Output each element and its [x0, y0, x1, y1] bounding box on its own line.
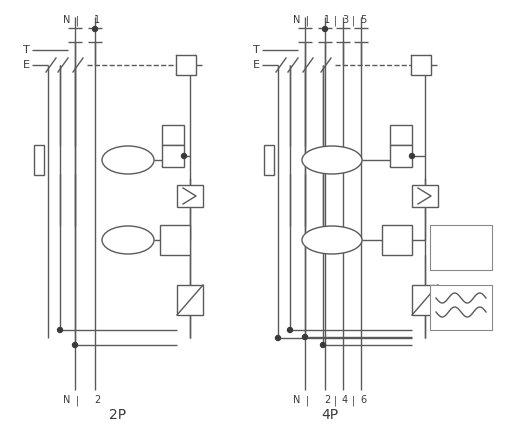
- Circle shape: [276, 336, 281, 340]
- Bar: [382, 225, 412, 255]
- Text: T: T: [23, 45, 30, 55]
- Text: |: |: [305, 395, 308, 406]
- Text: 5: 5: [360, 15, 366, 25]
- Text: N: N: [292, 15, 300, 25]
- Text: 2P: 2P: [109, 408, 126, 422]
- Circle shape: [287, 328, 292, 332]
- Circle shape: [72, 343, 78, 347]
- Text: N: N: [292, 395, 300, 405]
- Text: N: N: [63, 395, 70, 405]
- Text: 2: 2: [324, 395, 330, 405]
- Circle shape: [303, 335, 307, 339]
- Text: |: |: [334, 395, 337, 406]
- Bar: [390, 125, 412, 145]
- Text: 1: 1: [94, 15, 100, 25]
- Bar: [177, 285, 203, 315]
- Text: 3: 3: [342, 15, 348, 25]
- Bar: [430, 225, 492, 270]
- Ellipse shape: [302, 226, 362, 254]
- Text: |: |: [334, 15, 337, 25]
- Bar: [411, 55, 431, 75]
- Circle shape: [410, 153, 414, 159]
- Circle shape: [58, 328, 63, 332]
- Ellipse shape: [102, 226, 154, 254]
- Bar: [412, 185, 438, 207]
- Text: |: |: [76, 395, 79, 406]
- Bar: [162, 145, 184, 167]
- Text: E: E: [253, 60, 260, 70]
- Bar: [177, 185, 203, 207]
- Bar: [34, 145, 44, 175]
- Bar: [390, 145, 412, 167]
- Bar: [160, 225, 190, 255]
- Circle shape: [93, 27, 98, 32]
- Text: N: N: [63, 15, 70, 25]
- Text: E: E: [23, 60, 30, 70]
- Text: 1: 1: [324, 15, 330, 25]
- Text: |: |: [352, 15, 355, 25]
- Bar: [264, 145, 274, 175]
- Text: 2: 2: [94, 395, 100, 405]
- Bar: [176, 55, 196, 75]
- Circle shape: [181, 153, 187, 159]
- Ellipse shape: [302, 146, 362, 174]
- Bar: [412, 285, 438, 315]
- Circle shape: [321, 343, 325, 347]
- Ellipse shape: [102, 146, 154, 174]
- Circle shape: [322, 27, 327, 32]
- Text: |: |: [305, 15, 308, 25]
- Text: 4: 4: [342, 395, 348, 405]
- Text: |: |: [352, 395, 355, 406]
- Text: T: T: [253, 45, 260, 55]
- Text: |: |: [76, 15, 79, 25]
- Text: 6: 6: [360, 395, 366, 405]
- Bar: [430, 285, 492, 330]
- Text: 4P: 4P: [321, 408, 339, 422]
- Bar: [162, 125, 184, 145]
